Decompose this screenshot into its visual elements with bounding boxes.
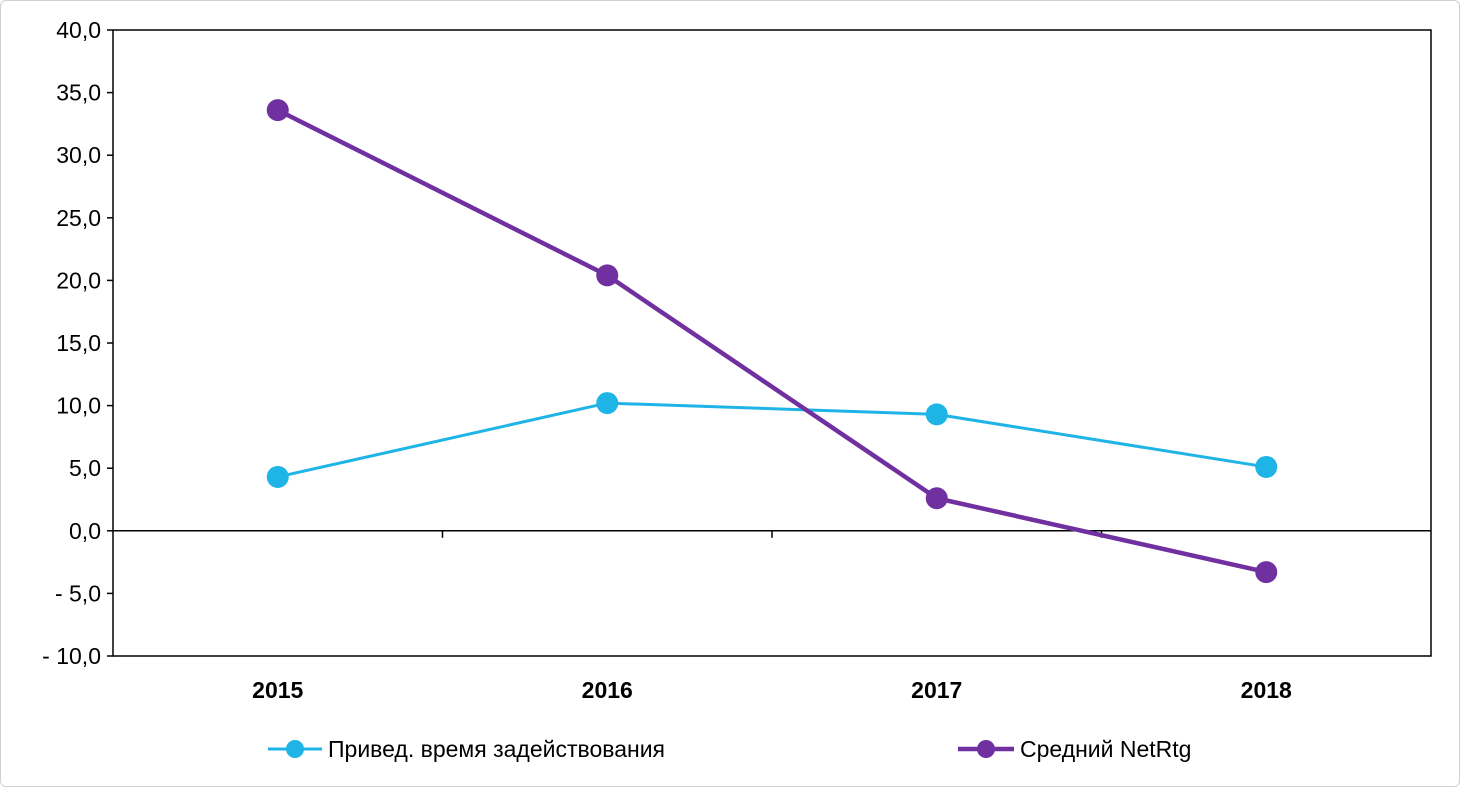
legend: Привед. время задействования Средний NetR…: [268, 736, 1191, 762]
data-point: [596, 264, 619, 287]
y-tick-label: 10,0: [56, 393, 101, 419]
series-line: [276, 108, 1267, 575]
data-point: [1255, 561, 1278, 584]
x-tick-label: 2018: [1241, 677, 1292, 703]
y-tick-label: 0,0: [69, 518, 101, 544]
legend-label: Средний NetRtg: [1020, 736, 1191, 762]
legend-marker: [977, 740, 995, 758]
legend-label: Привед. время задействования: [328, 736, 665, 762]
x-tick-label: 2017: [911, 677, 962, 703]
y-tick-label: - 10,0: [42, 643, 101, 669]
x-tick-label: 2016: [582, 677, 633, 703]
series-line: [277, 401, 1267, 479]
plot-area: [112, 29, 1432, 657]
legend-marker: [286, 740, 304, 758]
y-tick-label: 15,0: [56, 330, 101, 356]
data-point: [1255, 455, 1278, 478]
y-tick-label: 5,0: [69, 455, 101, 481]
y-tick-label: 40,0: [56, 17, 101, 43]
y-axis-ticks: 40,0 35,0 30,0 25,0 20,0 15,0 10,0 5,0 0,0 - 5,0 -…: [42, 17, 113, 669]
y-tick-label: 35,0: [56, 80, 101, 106]
data-point: [266, 99, 289, 122]
y-tick-label: 30,0: [56, 142, 101, 168]
y-tick-label: 25,0: [56, 205, 101, 231]
x-axis-ticks: 2015 2016 2017 2018: [252, 530, 1292, 703]
data-point: [925, 403, 948, 426]
legend-item: Привед. время задействования: [268, 736, 665, 762]
data-point: [266, 465, 289, 488]
x-tick-label: 2015: [252, 677, 303, 703]
data-point: [596, 392, 619, 415]
legend-item: Средний NetRtg: [958, 736, 1191, 762]
data-point: [925, 487, 948, 510]
y-tick-label: 20,0: [56, 267, 101, 293]
y-tick-label: - 5,0: [55, 580, 101, 606]
series-layer: [266, 99, 1278, 584]
